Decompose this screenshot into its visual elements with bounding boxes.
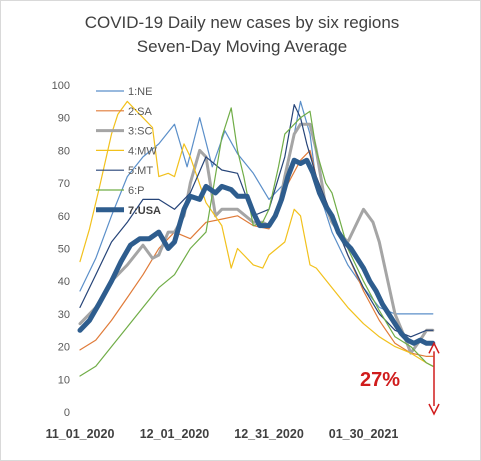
- y-tick-label: 100: [52, 80, 70, 92]
- y-tick-label: 60: [58, 211, 70, 223]
- legend-label: 5:MT: [128, 165, 153, 177]
- y-tick-label: 30: [58, 309, 70, 321]
- series-line-1ne: [79, 100, 434, 315]
- annotation-label: 27%: [360, 369, 400, 391]
- y-tick-label: 50: [58, 244, 70, 256]
- y-tick-label: 40: [58, 276, 70, 288]
- y-tick-label: 70: [58, 178, 70, 190]
- annotation-arrow-head-top: [428, 341, 440, 354]
- chart-subtitle: Seven-Day Moving Average: [137, 37, 347, 56]
- legend: 1:NE 2:SA 3:SC 4:MW 5:MT 6:P 7:USA: [96, 86, 161, 217]
- y-tick-label: 80: [58, 145, 70, 157]
- annotation: 27%: [360, 341, 440, 416]
- x-tick-label: 12_01_2020: [140, 427, 210, 441]
- series-line-7usa: [77, 157, 436, 346]
- x-axis: 11_01_2020 12_01_2020 12_31_2020 01_30_2021: [46, 427, 399, 441]
- y-axis: 0 10 20 30 40 50 60 70 80 90 100: [52, 80, 70, 419]
- chart-title: COVID-19 Daily new cases by six regions: [85, 13, 400, 32]
- legend-label: 4:MW: [128, 145, 157, 157]
- x-tick-label: 01_30_2021: [329, 427, 399, 441]
- y-tick-label: 20: [58, 342, 70, 354]
- series-layer: [77, 100, 436, 377]
- annotation-arrow-head-bottom: [428, 403, 440, 416]
- series-line-2sa: [79, 149, 434, 357]
- legend-label: 6:P: [128, 185, 145, 197]
- legend-label: 7:USA: [128, 205, 161, 217]
- series-line-4mw: [79, 100, 434, 367]
- y-tick-label: 10: [58, 374, 70, 386]
- x-tick-label: 12_31_2020: [234, 427, 304, 441]
- series-line-5mt: [79, 103, 434, 338]
- y-tick-label: 0: [64, 407, 70, 419]
- series-line-6p: [79, 107, 434, 377]
- legend-label: 3:SC: [128, 126, 153, 138]
- y-tick-label: 90: [58, 113, 70, 125]
- legend-label: 1:NE: [128, 86, 152, 98]
- x-tick-label: 11_01_2020: [46, 427, 115, 441]
- legend-label: 2:SA: [128, 106, 153, 118]
